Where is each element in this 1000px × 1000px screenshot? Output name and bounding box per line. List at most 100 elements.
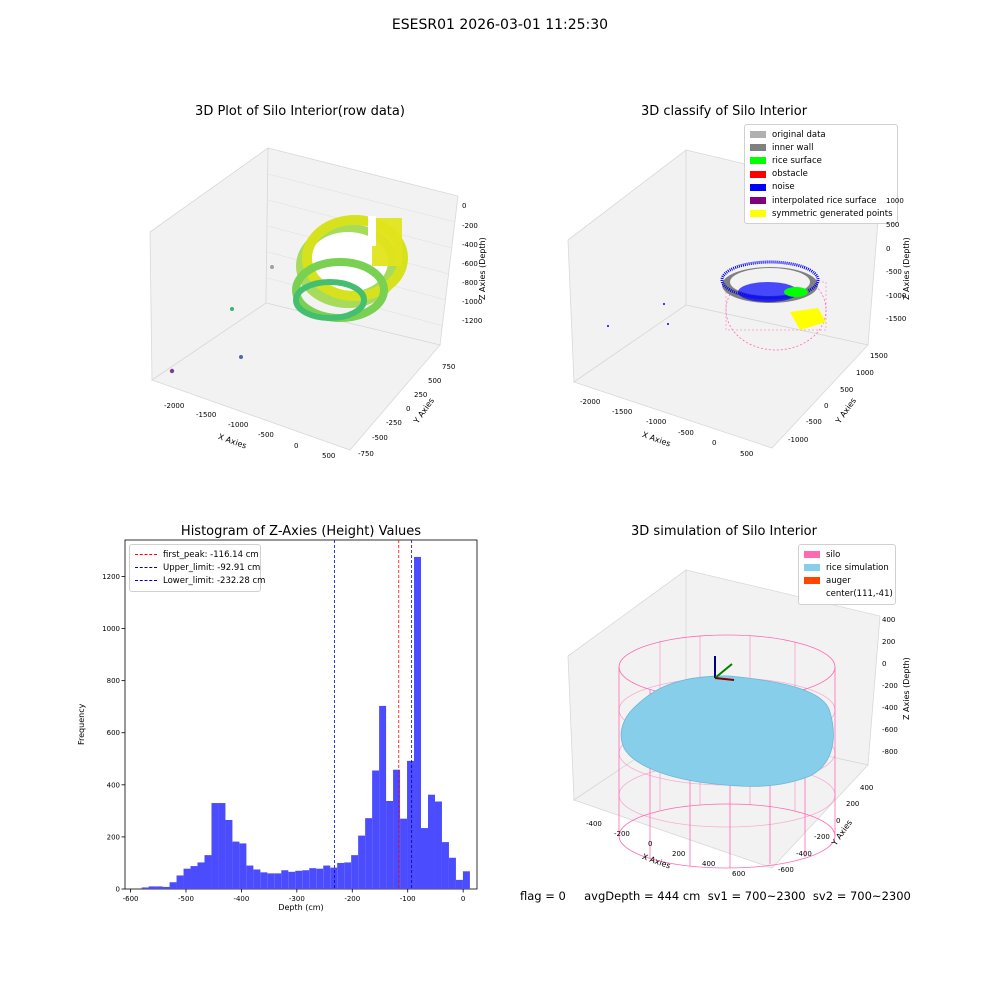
panel2-legend: original data inner wall rice surface ob…	[744, 124, 898, 225]
legend-label: inner wall	[772, 142, 814, 153]
histogram-bar	[344, 862, 352, 889]
histogram-bar	[162, 886, 170, 889]
p2-ztick: -500	[886, 268, 902, 276]
legend-label: Upper_limit: -92.91 cm	[163, 562, 261, 573]
histogram-bar	[316, 868, 324, 889]
legend-item: obstacle	[750, 168, 892, 181]
x-tick-label: -200	[344, 895, 360, 903]
legend-item: Upper_limit: -92.91 cm	[135, 561, 260, 574]
histogram-bar	[309, 868, 317, 889]
legend-swatch	[750, 210, 766, 218]
legend-item: first_peak: -116.14 cm	[135, 548, 259, 561]
histogram-bar	[330, 867, 338, 889]
legend-item: Lower_limit: -232.28 cm	[135, 574, 265, 587]
status-footer: flag = 0 avgDepth = 444 cm sv1 = 700~230…	[520, 889, 911, 903]
legend-item: inner wall	[750, 141, 892, 154]
legend-item: auger	[804, 574, 890, 587]
legend-label: Lower_limit: -232.28 cm	[163, 575, 266, 586]
p1-ytick: -250	[386, 419, 402, 427]
p2-ytick: 500	[840, 386, 854, 394]
histogram-xlabel: Depth (cm)	[278, 903, 324, 912]
p4-ytick: -400	[796, 850, 812, 858]
histogram-bar	[183, 868, 191, 889]
histogram-bar	[302, 870, 310, 889]
p4-ztick: -400	[882, 704, 898, 712]
legend-swatch	[804, 577, 820, 585]
p2-ytick: -1000	[788, 436, 809, 444]
histogram-bar	[239, 843, 247, 889]
histogram-bar	[434, 801, 442, 889]
panel1-axes3d	[149, 147, 459, 451]
p2-ztick: -1000	[886, 292, 907, 300]
panel2-point-cloud	[607, 260, 827, 351]
p4-ztick: 200	[882, 638, 896, 646]
panel4-title: 3D simulation of Silo Interior	[631, 524, 817, 539]
p1-ytick: 500	[428, 377, 442, 385]
histogram-bar	[197, 862, 205, 889]
histogram-bar	[253, 869, 261, 889]
histogram-ylabel: Frequency	[77, 703, 86, 745]
legend-swatch	[804, 551, 820, 559]
figure-title: ESESR01 2026-03-01 11:25:30	[391, 17, 609, 33]
histogram-bar	[281, 870, 289, 889]
p2-xtick: 500	[740, 450, 754, 458]
histogram-bar	[323, 865, 331, 889]
p4-ytick: 0	[836, 817, 841, 825]
p1-xtick: 0	[294, 442, 299, 450]
p1-xtick: -1000	[228, 421, 249, 429]
histogram-plot: -600 -500 -400 -300 -200 -100 0 0 200 400 600 800 10…	[102, 539, 478, 903]
y-tick-label: 0	[116, 886, 120, 894]
histogram-bar	[372, 770, 380, 889]
histogram-bar	[169, 882, 177, 889]
legend-item: rice surface	[750, 154, 892, 167]
y-tick-label: 1000	[102, 625, 120, 633]
p2-ytick: 1000	[856, 369, 874, 377]
histogram-bar	[455, 879, 463, 889]
legend-item: silo	[804, 548, 890, 561]
histogram-bar	[441, 842, 449, 889]
p1-ztick: -600	[462, 260, 478, 268]
legend-item: center(111,-41)	[804, 588, 893, 601]
histogram-bar	[386, 800, 394, 889]
histogram-bar	[407, 760, 415, 889]
histogram-bar	[428, 794, 435, 889]
histogram-bar	[204, 855, 212, 889]
y-tick-label: 800	[107, 677, 120, 685]
p1-ytick: -750	[358, 450, 374, 458]
histogram-bar	[414, 556, 422, 889]
p1-ztick: -1000	[462, 298, 483, 306]
legend-item: interpolated rice surface	[750, 194, 892, 207]
histogram-bar	[288, 871, 296, 889]
panel1-title: 3D Plot of Silo Interior(row data)	[195, 104, 405, 119]
rice-simulation-surface	[620, 675, 834, 787]
histogram-bar	[225, 819, 233, 889]
p1-xtick: -2000	[164, 402, 185, 410]
p1-xtick: -1500	[196, 411, 217, 419]
p2-xtick: -1500	[612, 408, 633, 416]
legend-label: rice surface	[772, 155, 822, 166]
legend-label: auger	[826, 575, 851, 586]
histogram-bar	[218, 803, 226, 889]
legend-swatch	[804, 564, 820, 572]
p1-ztick: -800	[462, 279, 478, 287]
x-tick-label: -300	[289, 895, 305, 903]
x-tick-label: -500	[178, 895, 194, 903]
histogram-bar	[274, 873, 282, 889]
histogram-bar	[462, 871, 470, 889]
legend-swatch	[750, 131, 766, 139]
histogram-legend: first_peak: -116.14 cm Upper_limit: -92.…	[129, 544, 265, 592]
p2-ztick: 500	[886, 221, 900, 229]
legend-item: original data	[750, 128, 892, 141]
histogram-bar	[358, 835, 366, 889]
x-tick-label: 0	[461, 895, 465, 903]
histogram-bar	[267, 873, 275, 889]
histogram-bar	[260, 872, 268, 889]
legend-label: center(111,-41)	[826, 589, 893, 600]
p1-ytick: 0	[406, 405, 411, 413]
legend-swatch	[750, 144, 766, 152]
p4-xtick: -400	[586, 820, 602, 828]
p4-ztick: -200	[882, 682, 898, 690]
p1-ytick: 250	[414, 391, 428, 399]
legend-label: silo	[826, 549, 841, 560]
p2-ytick: -500	[806, 418, 822, 426]
